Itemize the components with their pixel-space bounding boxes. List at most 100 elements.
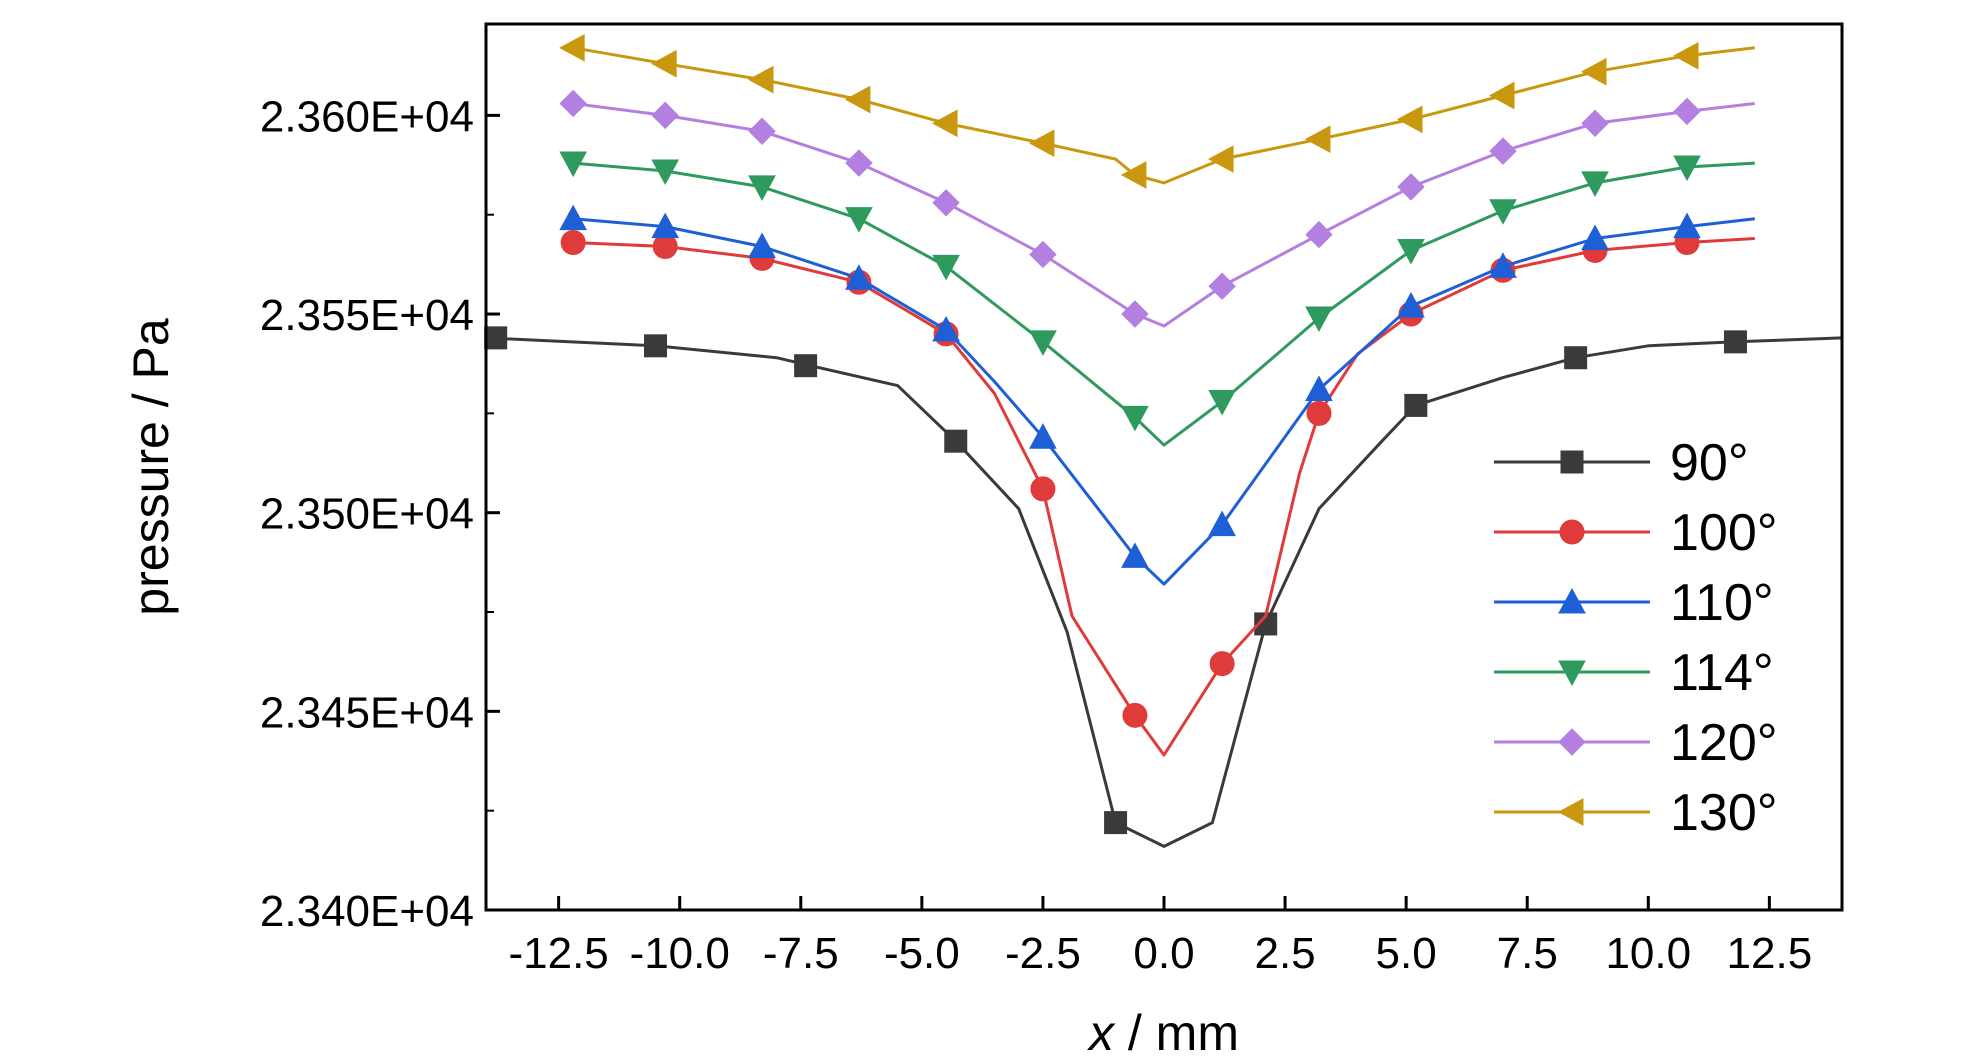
data-point-marker (932, 254, 960, 281)
series-2 (559, 204, 1755, 586)
data-point-marker (1121, 300, 1149, 328)
data-point-marker (1122, 702, 1148, 728)
series-line (573, 237, 1755, 757)
x-axis-label: x / mm (1087, 1005, 1239, 1061)
data-point-marker (559, 204, 588, 231)
y-tick-label: 2.355E+04 (260, 291, 474, 340)
data-point-marker (845, 149, 873, 177)
data-point-marker (794, 354, 818, 378)
data-point-marker (1564, 346, 1588, 370)
y-tick-label: 2.350E+04 (260, 490, 474, 539)
data-point-marker (1029, 423, 1057, 449)
data-point-marker (845, 207, 873, 233)
legend-label: 100° (1670, 504, 1778, 562)
data-point-marker (1120, 161, 1147, 189)
data-point-marker (1558, 728, 1586, 756)
data-point-marker (1489, 252, 1517, 278)
legend-label: 130° (1670, 784, 1778, 842)
x-tick-label: -5.0 (884, 929, 960, 978)
legend-entry: 100° (1494, 504, 1778, 562)
data-point-marker (1723, 330, 1747, 354)
data-point-marker (932, 109, 958, 138)
data-point-marker (651, 49, 677, 78)
data-point-marker (1030, 476, 1056, 502)
data-point-marker (1672, 41, 1699, 70)
legend-entry: 130° (1494, 784, 1778, 842)
data-point-marker (1673, 97, 1701, 126)
data-point-marker (1028, 129, 1055, 158)
data-point-marker (1305, 375, 1333, 402)
x-tick-label: -7.5 (763, 929, 839, 978)
data-point-marker (1558, 660, 1586, 687)
data-point-marker (1580, 57, 1607, 86)
data-point-marker (1121, 405, 1149, 432)
data-point-marker (1489, 199, 1517, 225)
chart-series (484, 33, 1843, 848)
series-line (485, 336, 1843, 848)
data-point-marker (1396, 105, 1423, 134)
x-tick-label: -12.5 (508, 929, 608, 978)
series-line (573, 217, 1755, 586)
data-point-marker (748, 175, 776, 201)
data-point-marker (1581, 109, 1609, 138)
data-point-marker (1208, 272, 1236, 300)
legend-label: 114° (1670, 644, 1774, 702)
data-point-marker (1397, 173, 1425, 201)
data-point-marker (1557, 798, 1584, 826)
data-point-marker (845, 264, 873, 290)
data-point-marker (747, 65, 774, 94)
legend-entry: 110° (1494, 574, 1774, 632)
x-tick-label: 7.5 (1497, 929, 1558, 978)
x-tick-label: 2.5 (1254, 929, 1315, 978)
data-point-marker (932, 315, 960, 342)
data-point-marker (559, 151, 588, 178)
data-point-marker (1397, 238, 1425, 265)
data-point-marker (748, 232, 776, 258)
data-point-marker (844, 85, 871, 114)
data-point-marker (1306, 400, 1332, 426)
data-point-marker (748, 117, 776, 145)
data-point-marker (1673, 155, 1701, 182)
data-point-marker (1581, 171, 1609, 197)
data-point-marker (1208, 389, 1236, 416)
data-point-marker (651, 212, 680, 239)
data-point-marker (1208, 145, 1234, 173)
series-4 (559, 89, 1755, 328)
legend-label: 110° (1670, 574, 1774, 632)
data-point-marker (644, 334, 667, 358)
data-point-marker (1581, 224, 1609, 251)
data-point-marker (559, 89, 587, 118)
plot-frame (484, 22, 1844, 912)
data-point-marker (1489, 137, 1517, 165)
data-point-marker (1673, 212, 1701, 239)
legend-entry: 114° (1494, 644, 1774, 702)
data-point-marker (1029, 330, 1057, 356)
data-point-marker (651, 101, 679, 130)
series-line (573, 102, 1755, 328)
data-point-marker (1208, 510, 1236, 537)
data-point-marker (1305, 220, 1333, 249)
data-point-marker (1488, 81, 1515, 110)
data-point-marker (1404, 393, 1428, 417)
data-point-marker (1559, 519, 1585, 545)
series-line (572, 46, 1755, 185)
y-tick-label: 2.345E+04 (260, 688, 474, 737)
data-point-marker (560, 230, 586, 256)
data-point-marker (1209, 651, 1235, 677)
x-tick-label: -2.5 (1005, 929, 1081, 978)
legend-entry: 120° (1494, 714, 1778, 772)
series-0 (484, 326, 1843, 848)
chart-legend: 90° 100° 110° 114° 120° 130° (1494, 434, 1778, 842)
x-tick-label: 5.0 (1376, 929, 1437, 978)
data-point-marker (1029, 240, 1057, 269)
data-point-marker (1304, 125, 1331, 154)
data-point-marker (651, 159, 680, 186)
x-tick-label: -10.0 (630, 929, 730, 978)
y-tick-label: 2.340E+04 (260, 887, 474, 936)
x-axis-variable: x (1087, 1005, 1116, 1061)
x-tick-label: 0.0 (1133, 929, 1194, 978)
legend-entry: 90° (1494, 434, 1749, 492)
x-tick-label: 10.0 (1605, 929, 1691, 978)
data-point-marker (1121, 542, 1149, 568)
series-5 (559, 33, 1755, 189)
